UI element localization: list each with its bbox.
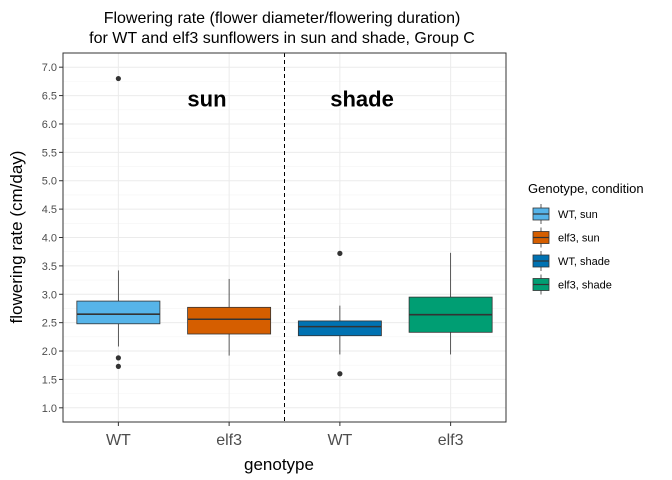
outlier-point — [337, 371, 343, 377]
legend-item: WT, shade — [532, 251, 610, 271]
legend-label: elf3, shade — [558, 280, 612, 292]
legend: Genotype, condition WT, sun elf3, sun WT, … — [528, 181, 644, 295]
y-axis-title: flowering rate (cm/day) — [7, 151, 26, 324]
outlier-point — [115, 363, 121, 369]
outlier-point — [115, 75, 121, 82]
outlier-point — [115, 355, 121, 361]
legend-title: Genotype, condition — [528, 181, 644, 196]
legend-item: elf3, shade — [532, 274, 612, 295]
x-tick-label: elf3 — [216, 432, 242, 449]
y-axis-ticks: 1.0 1.5 2.0 2.5 3.0 3.5 4.0 4.5 5.0 5.5 6.0 6.5 7.0 — [42, 62, 63, 415]
y-tick-label: 1.5 — [42, 374, 57, 386]
y-tick-label: 5.5 — [42, 147, 57, 159]
y-tick-label: 2.5 — [42, 318, 57, 330]
y-tick-label: 6.5 — [42, 91, 57, 103]
x-tick-label: WT — [327, 432, 352, 449]
y-tick-label: 4.5 — [42, 204, 57, 216]
legend-label: WT, shade — [558, 256, 610, 268]
legend-label: elf3, sun — [558, 233, 600, 245]
x-tick-label: WT — [106, 432, 131, 449]
y-tick-label: 5.0 — [42, 176, 57, 188]
y-tick-label: 3.5 — [42, 261, 57, 273]
legend-item: elf3, sun — [532, 227, 600, 248]
outlier-point — [337, 250, 343, 256]
y-tick-label: 4.0 — [42, 233, 57, 245]
plot-marks: sun shade — [76, 53, 493, 422]
box-group-elf3-shade — [408, 252, 493, 355]
legend-label: WT, sun — [558, 209, 598, 221]
box-group-wt-sun — [76, 75, 161, 369]
box — [297, 320, 382, 337]
x-tick-label: elf3 — [438, 432, 464, 449]
box — [187, 306, 272, 335]
x-axis-title: genotype — [244, 455, 314, 474]
annotation-shade: shade — [330, 86, 394, 111]
y-tick-label: 7.0 — [42, 62, 57, 74]
box-group-wt-shade — [297, 250, 382, 377]
box — [76, 300, 161, 325]
annotation-sun: sun — [187, 86, 226, 111]
y-tick-label: 6.0 — [42, 119, 57, 131]
y-tick-label: 1.0 — [42, 403, 57, 415]
x-axis-ticks: WT elf3 WT elf3 — [106, 422, 464, 449]
chart-title-line-1: Flowering rate (flower diameter/flowerin… — [104, 10, 461, 27]
chart-title-line-2: for WT and elf3 sunflowers in sun and sh… — [89, 30, 475, 47]
box-group-elf3-sun — [187, 278, 272, 356]
y-tick-label: 2.0 — [42, 346, 57, 358]
legend-item: WT, sun — [532, 204, 598, 224]
y-tick-label: 3.0 — [42, 289, 57, 301]
